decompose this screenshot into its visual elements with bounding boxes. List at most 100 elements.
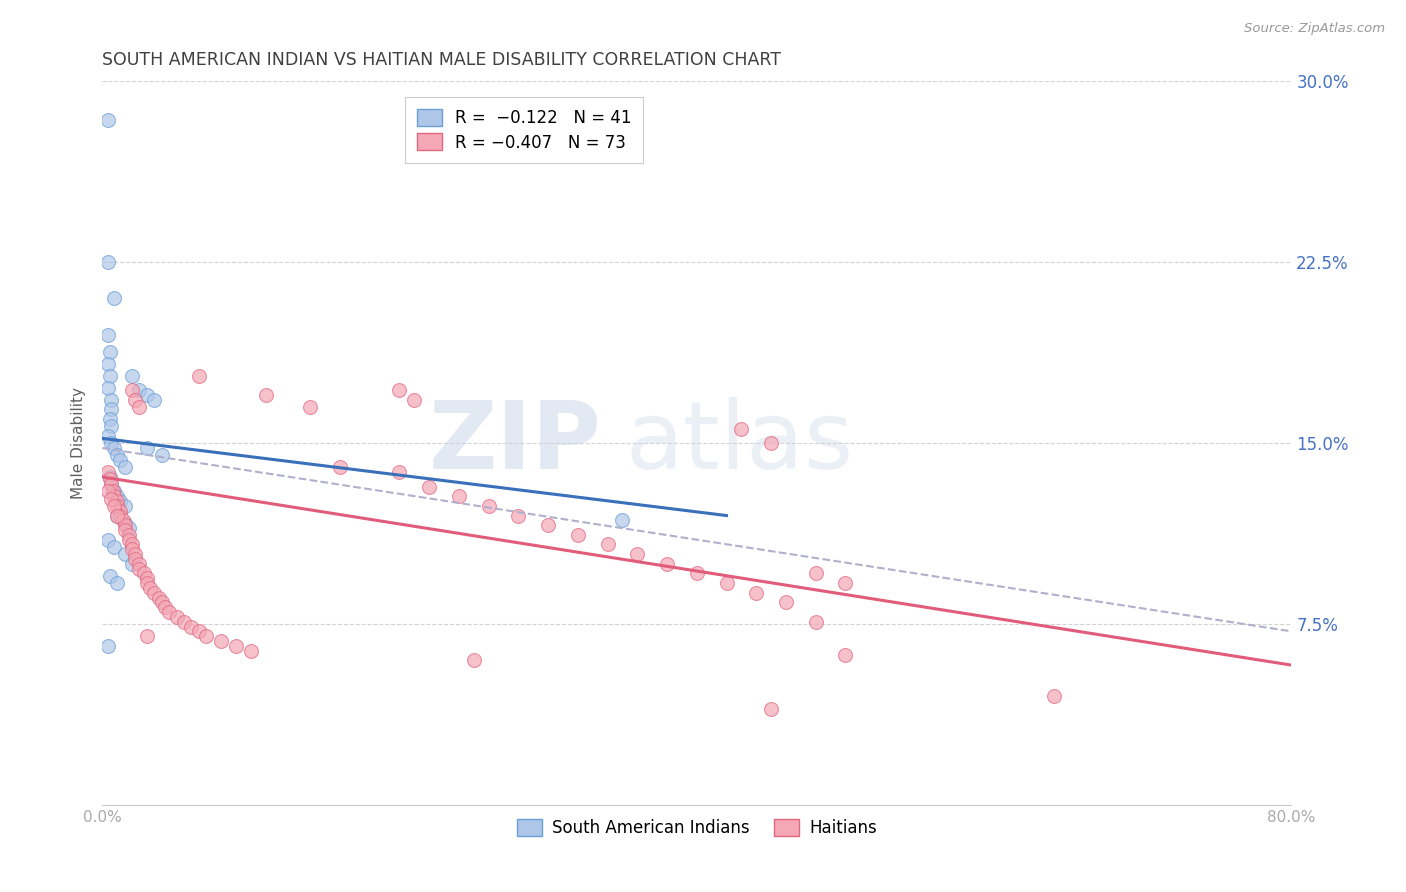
Point xyxy=(150,595,173,609)
Point xyxy=(97,465,120,479)
Point xyxy=(153,600,176,615)
Text: SOUTH AMERICAN INDIAN VS HAITIAN MALE DISABILITY CORRELATION CHART: SOUTH AMERICAN INDIAN VS HAITIAN MALE DI… xyxy=(103,51,782,69)
Point xyxy=(121,542,143,557)
Point xyxy=(114,518,136,533)
Point xyxy=(128,557,150,571)
Point xyxy=(388,465,411,479)
Point xyxy=(135,441,157,455)
Point xyxy=(655,557,678,571)
Point xyxy=(100,477,122,491)
Point xyxy=(150,448,173,462)
Point xyxy=(804,615,827,629)
Point xyxy=(124,547,146,561)
Point xyxy=(97,357,120,371)
Point xyxy=(97,255,120,269)
Point xyxy=(135,388,157,402)
Point xyxy=(97,112,120,127)
Point xyxy=(98,344,121,359)
Point xyxy=(157,605,180,619)
Point xyxy=(97,381,120,395)
Point xyxy=(103,441,125,455)
Point xyxy=(121,368,143,383)
Point xyxy=(100,491,122,506)
Point xyxy=(103,484,125,499)
Point xyxy=(108,508,131,523)
Point xyxy=(759,436,782,450)
Point xyxy=(508,508,530,523)
Point xyxy=(128,383,150,397)
Point xyxy=(686,566,709,581)
Point xyxy=(100,477,122,491)
Point xyxy=(108,494,131,508)
Point xyxy=(101,484,124,499)
Point xyxy=(135,576,157,591)
Point xyxy=(139,581,162,595)
Point xyxy=(121,537,143,551)
Point xyxy=(118,520,141,534)
Point xyxy=(834,576,856,591)
Point xyxy=(103,292,125,306)
Text: Source: ZipAtlas.com: Source: ZipAtlas.com xyxy=(1244,22,1385,36)
Text: atlas: atlas xyxy=(626,397,853,489)
Point xyxy=(97,429,120,443)
Point xyxy=(537,518,560,533)
Point xyxy=(105,494,128,508)
Point xyxy=(108,504,131,518)
Point xyxy=(108,453,131,467)
Point xyxy=(98,569,121,583)
Point xyxy=(209,634,232,648)
Point xyxy=(114,460,136,475)
Point xyxy=(478,499,501,513)
Point xyxy=(132,566,155,581)
Point xyxy=(388,383,411,397)
Point xyxy=(97,484,120,499)
Point xyxy=(626,547,648,561)
Point xyxy=(97,327,120,342)
Point xyxy=(1042,690,1064,704)
Point xyxy=(225,639,247,653)
Point xyxy=(118,533,141,547)
Point xyxy=(98,368,121,383)
Point xyxy=(105,508,128,523)
Point xyxy=(105,576,128,591)
Point xyxy=(239,643,262,657)
Point xyxy=(128,561,150,575)
Point xyxy=(114,547,136,561)
Point xyxy=(121,557,143,571)
Point xyxy=(124,552,146,566)
Point xyxy=(105,448,128,462)
Point xyxy=(254,388,277,402)
Point xyxy=(143,586,166,600)
Point xyxy=(418,480,440,494)
Point xyxy=(114,499,136,513)
Point xyxy=(329,460,352,475)
Point xyxy=(97,639,120,653)
Point xyxy=(612,513,634,527)
Point xyxy=(195,629,218,643)
Point xyxy=(114,516,136,530)
Point xyxy=(730,422,752,436)
Point xyxy=(98,412,121,426)
Point xyxy=(100,392,122,407)
Point xyxy=(143,392,166,407)
Point xyxy=(100,436,122,450)
Legend: South American Indians, Haitians: South American Indians, Haitians xyxy=(510,813,883,844)
Point xyxy=(98,470,121,484)
Point xyxy=(759,701,782,715)
Point xyxy=(105,508,128,523)
Point xyxy=(100,419,122,434)
Point xyxy=(567,528,589,542)
Text: ZIP: ZIP xyxy=(429,397,602,489)
Point xyxy=(98,472,121,486)
Y-axis label: Male Disability: Male Disability xyxy=(72,387,86,500)
Point xyxy=(118,528,141,542)
Point xyxy=(105,489,128,503)
Point xyxy=(463,653,485,667)
Point xyxy=(173,615,195,629)
Point xyxy=(97,533,120,547)
Point xyxy=(187,624,209,639)
Point xyxy=(404,392,426,407)
Point xyxy=(834,648,856,663)
Point xyxy=(128,400,150,414)
Point xyxy=(804,566,827,581)
